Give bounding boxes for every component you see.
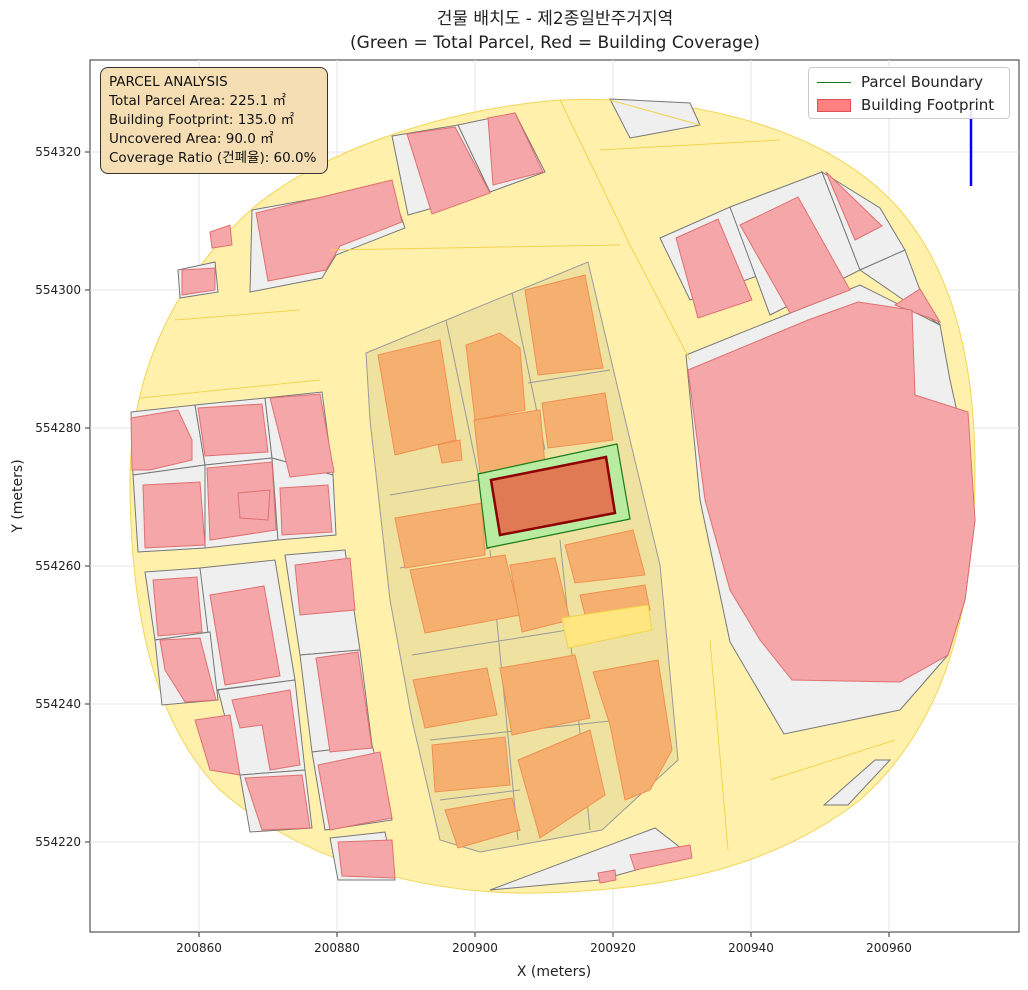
info-uncovered: Uncovered Area: 90.0 ㎡ bbox=[109, 131, 274, 147]
road-lines bbox=[139, 99, 896, 851]
legend-item-parcel: Parcel Boundary bbox=[817, 73, 983, 91]
x-tick-label: 200900 bbox=[452, 941, 498, 955]
building-patch-icon bbox=[817, 98, 851, 112]
info-heading: PARCEL ANALYSIS bbox=[109, 74, 228, 90]
info-total-area: Total Parcel Area: 225.1 ㎡ bbox=[109, 93, 286, 109]
legend: Parcel Boundary Building Footprint bbox=[808, 67, 1010, 119]
x-tick-label: 200860 bbox=[176, 941, 222, 955]
parcel-line-icon bbox=[817, 81, 851, 83]
x-tick-label: 200880 bbox=[314, 941, 360, 955]
block-buildings bbox=[377, 274, 673, 849]
x-tick-labels: 200860 200880 200900 200920 200940 20096… bbox=[176, 941, 912, 955]
y-tick-label: 554240 bbox=[35, 697, 81, 711]
target-building bbox=[489, 455, 617, 537]
x-tick-label: 200960 bbox=[866, 941, 912, 955]
y-tick-label: 554280 bbox=[35, 421, 81, 435]
y-tick-label: 554300 bbox=[35, 283, 81, 297]
outer-buildings bbox=[130, 112, 976, 884]
y-tick-label: 554320 bbox=[35, 145, 81, 159]
title-line-2: (Green = Total Parcel, Red = Building Co… bbox=[350, 33, 760, 53]
parcel-analysis-box: PARCEL ANALYSIS Total Parcel Area: 225.1… bbox=[100, 67, 328, 174]
y-tick-label: 554220 bbox=[35, 835, 81, 849]
x-tick-label: 200920 bbox=[590, 941, 636, 955]
y-tick-labels: 554320 554300 554280 554260 554240 55422… bbox=[35, 145, 81, 849]
legend-label-building: Building Footprint bbox=[861, 96, 995, 114]
y-axis-label: Y (meters) bbox=[10, 459, 26, 533]
open-space bbox=[561, 604, 653, 649]
x-tick-label: 200940 bbox=[728, 941, 774, 955]
tick-marks bbox=[85, 151, 890, 937]
legend-item-building: Building Footprint bbox=[817, 96, 994, 114]
info-footprint: Building Footprint: 135.0 ㎡ bbox=[109, 112, 295, 128]
y-tick-label: 554260 bbox=[35, 559, 81, 573]
legend-label-parcel: Parcel Boundary bbox=[861, 73, 984, 91]
x-axis-label: X (meters) bbox=[517, 964, 591, 980]
info-coverage: Coverage Ratio (건폐율): 60.0% bbox=[109, 150, 317, 166]
title-line-1: 건물 배치도 - 제2종일반주거지역 bbox=[437, 9, 673, 29]
